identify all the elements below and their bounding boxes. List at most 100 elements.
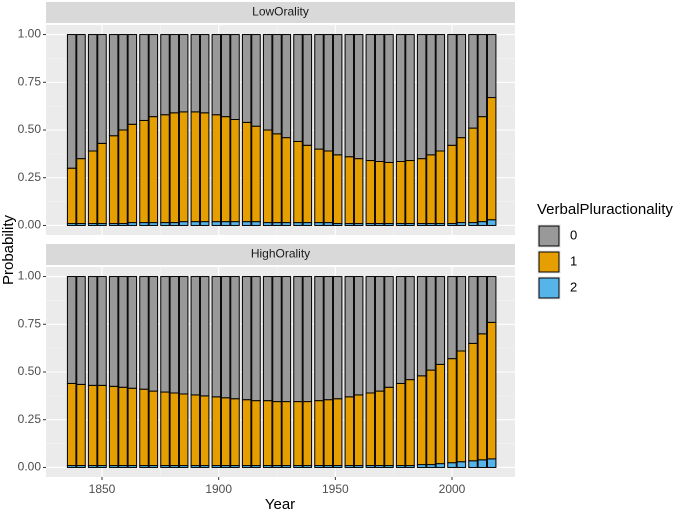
bar-segment xyxy=(199,112,210,223)
bar-segment xyxy=(97,142,107,225)
bar-segment xyxy=(353,276,364,396)
legend-label: 1 xyxy=(570,253,577,268)
bar-segment xyxy=(178,276,189,395)
bar-segment xyxy=(139,388,149,467)
bar-segment xyxy=(293,34,303,142)
bar-segment xyxy=(477,34,488,118)
y-tick-label: 0.75 xyxy=(18,74,42,88)
y-tick-label: 0.75 xyxy=(18,316,42,330)
bar-segment xyxy=(169,112,180,224)
bar-segment xyxy=(160,114,170,224)
bar-segment xyxy=(477,276,488,335)
bar-segment xyxy=(190,394,201,467)
legend-label: 0 xyxy=(570,227,577,242)
bar-segment xyxy=(220,276,231,399)
bar-segment xyxy=(323,34,334,152)
bar-segment xyxy=(76,276,86,385)
bar-segment xyxy=(332,34,343,156)
bar-segment xyxy=(374,161,385,225)
bar-segment xyxy=(456,350,467,463)
bar-segment xyxy=(405,379,415,467)
y-tick-label: 1.00 xyxy=(18,27,42,41)
bar-segment xyxy=(190,221,201,226)
bar-segment xyxy=(66,382,77,467)
bar-segment xyxy=(416,276,427,377)
legend-key xyxy=(538,277,560,299)
bar-segment xyxy=(314,276,324,402)
bar-segment xyxy=(447,358,457,464)
y-tick-label: 0.25 xyxy=(18,170,42,184)
bar-segment xyxy=(251,125,261,223)
bar-segment xyxy=(148,390,159,467)
bar-segment xyxy=(199,221,210,226)
bar-segment xyxy=(447,276,457,360)
bar-segment xyxy=(426,154,436,225)
bar-segment xyxy=(108,276,119,387)
bar-segment xyxy=(456,461,467,468)
bar-segment xyxy=(169,276,180,394)
x-axis-title: Year xyxy=(265,496,295,512)
bar-segment xyxy=(199,34,210,114)
bar-segment xyxy=(87,150,98,225)
bar-segment xyxy=(344,156,355,225)
bar-segment xyxy=(416,375,427,466)
bar-segment xyxy=(281,401,292,467)
bar-segment xyxy=(97,276,107,386)
bar-segment xyxy=(302,276,313,403)
bar-segment xyxy=(477,333,488,461)
x-tick-label: 1900 xyxy=(205,482,232,496)
bar-segment xyxy=(241,276,252,401)
bar-segment xyxy=(447,144,457,225)
bar-segment xyxy=(468,276,478,344)
bar-segment xyxy=(241,221,252,226)
bar-segment xyxy=(302,401,313,467)
legend-label: 2 xyxy=(570,279,577,294)
bar-segment xyxy=(66,34,77,169)
bar-segment xyxy=(160,276,170,393)
bar-segment xyxy=(160,34,170,116)
bar-segment xyxy=(169,34,180,114)
bar-segment xyxy=(76,158,86,225)
bar-segment xyxy=(211,396,222,467)
bar-segment xyxy=(323,150,334,224)
bar-segment xyxy=(108,385,119,467)
bar-segment xyxy=(211,34,222,116)
bar-segment xyxy=(281,276,292,403)
bar-segment xyxy=(353,158,364,225)
bar-segment xyxy=(281,34,292,139)
bar-segment xyxy=(365,392,376,467)
bar-segment xyxy=(384,161,394,225)
bar-segment xyxy=(426,276,436,371)
bar-segment xyxy=(169,392,180,467)
bar-segment xyxy=(384,34,394,163)
bar-segment xyxy=(211,114,222,223)
bar-segment xyxy=(230,221,240,226)
bar-segment xyxy=(220,397,231,467)
bar-segment xyxy=(190,34,201,113)
bar-segment xyxy=(395,276,406,384)
bar-segment xyxy=(447,462,457,468)
bar-segment xyxy=(178,221,189,226)
bar-segment xyxy=(148,116,159,224)
bar-segment xyxy=(97,34,107,144)
bar-segment xyxy=(251,221,261,226)
bar-segment xyxy=(416,34,427,160)
x-tick-label: 2000 xyxy=(439,482,466,496)
bar-segment xyxy=(190,276,201,396)
bar-segment xyxy=(344,396,355,467)
bar-segment xyxy=(314,34,324,150)
bar-segment xyxy=(468,460,478,468)
bar-segment xyxy=(456,137,467,224)
bar-segment xyxy=(190,111,201,223)
bar-segment xyxy=(262,276,273,402)
bar-segment xyxy=(435,463,446,468)
bar-segment xyxy=(148,34,159,118)
bar-segment xyxy=(344,276,355,398)
bar-segment xyxy=(323,399,334,467)
bar-segment xyxy=(97,384,107,467)
bar-segment xyxy=(395,161,406,225)
bar-segment xyxy=(302,34,313,146)
bar-segment xyxy=(66,276,77,384)
bar-segment xyxy=(272,401,282,467)
